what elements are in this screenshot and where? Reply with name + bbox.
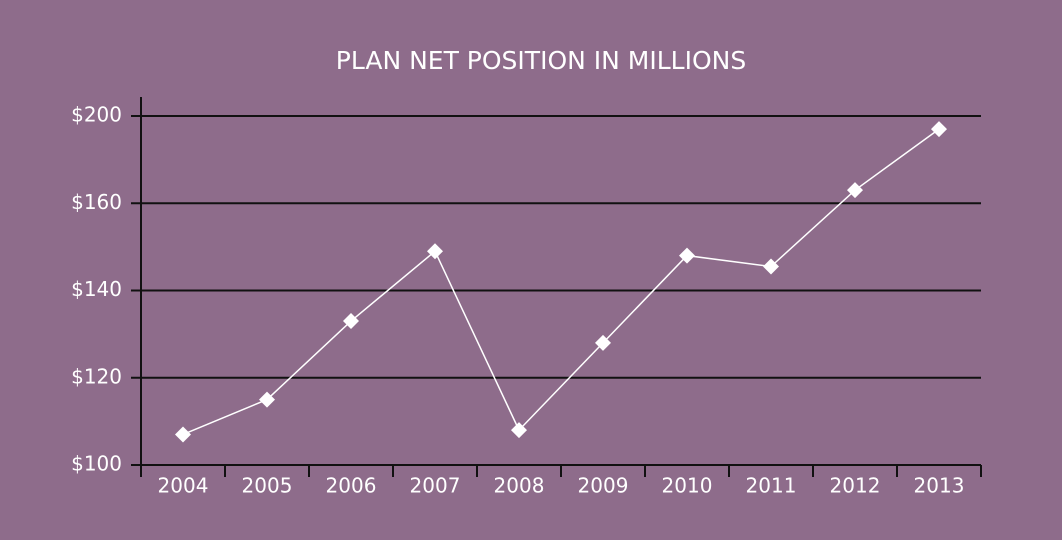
x-tick-label: 2007 <box>410 474 461 498</box>
x-tick-label: 2011 <box>746 474 797 498</box>
x-tick-label: 2005 <box>242 474 293 498</box>
x-tick-label: 2008 <box>494 474 545 498</box>
chart-title: PLAN NET POSITION IN MILLIONS <box>336 46 746 75</box>
data-point <box>175 426 191 443</box>
data-point <box>931 121 947 138</box>
data-point <box>679 247 695 264</box>
y-tick-label: $100 <box>71 452 122 476</box>
data-point <box>847 182 863 199</box>
data-line <box>182 128 940 436</box>
x-tick-label: 2006 <box>326 474 377 498</box>
data-point <box>763 258 779 275</box>
x-tick-label: 2004 <box>158 474 209 498</box>
data-point <box>343 313 359 330</box>
x-tick-label: 2012 <box>830 474 881 498</box>
data-point <box>511 422 527 439</box>
y-tick-label: $120 <box>71 364 122 388</box>
data-point <box>595 334 611 351</box>
y-tick-label: $200 <box>71 103 122 127</box>
y-tick-label: $160 <box>71 190 122 214</box>
y-tick-label: $140 <box>71 277 122 301</box>
x-tick-label: 2010 <box>662 474 713 498</box>
x-tick-label: 2009 <box>578 474 629 498</box>
data-point <box>427 243 443 260</box>
data-point <box>259 391 275 408</box>
x-tick-label: 2013 <box>914 474 965 498</box>
